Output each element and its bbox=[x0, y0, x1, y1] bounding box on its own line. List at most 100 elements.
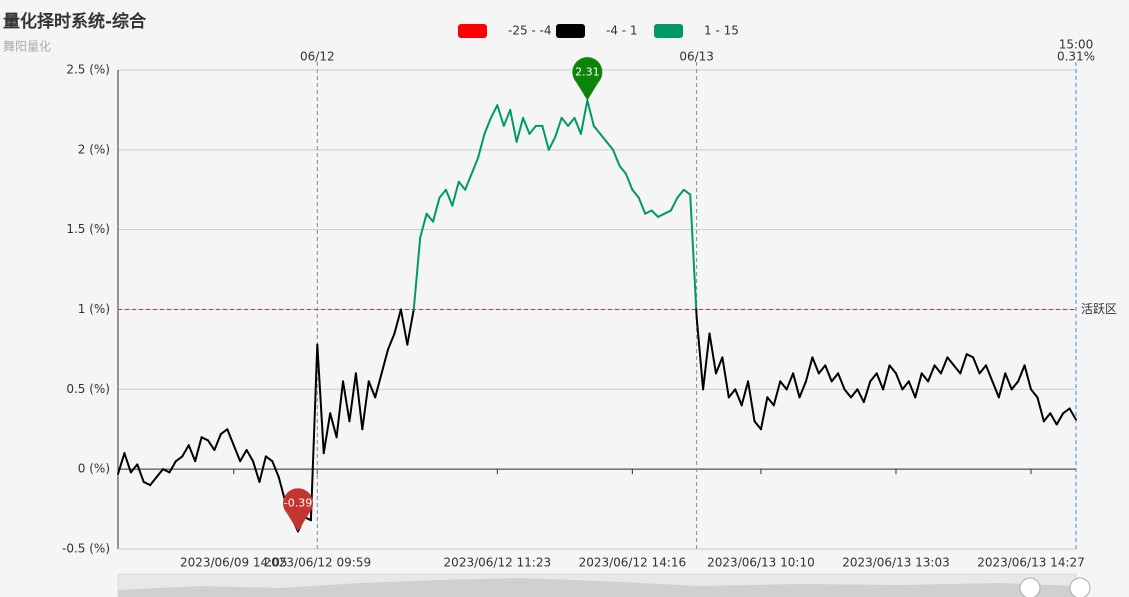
line-segment bbox=[888, 364, 897, 375]
marker-label: 15:00 bbox=[1059, 38, 1094, 52]
line-segment bbox=[226, 428, 235, 447]
mark-point bbox=[283, 488, 314, 532]
line-segment bbox=[612, 148, 621, 167]
line-segment bbox=[213, 433, 222, 452]
x-tick-label: 2023/06/09 14:05 bbox=[180, 556, 288, 570]
marker-label: 06/13 bbox=[679, 50, 714, 64]
line-segment bbox=[618, 164, 627, 175]
line-segment bbox=[457, 180, 467, 191]
line-segment bbox=[1042, 412, 1052, 423]
line-segment bbox=[419, 212, 428, 239]
line-segment bbox=[573, 116, 582, 135]
legend-swatch bbox=[556, 24, 585, 38]
line-segment bbox=[811, 356, 820, 375]
line-segment bbox=[843, 388, 852, 399]
line-segment bbox=[766, 396, 775, 407]
line-segment bbox=[348, 372, 357, 423]
line-segment bbox=[817, 364, 827, 375]
line-segment bbox=[657, 212, 666, 218]
line-segment bbox=[772, 380, 782, 407]
line-segment bbox=[444, 188, 454, 207]
line-segment bbox=[644, 209, 653, 215]
legend-label: -4 - 1 bbox=[606, 24, 638, 38]
line-segment bbox=[554, 116, 563, 139]
line-segment bbox=[181, 444, 190, 458]
line-segment bbox=[387, 332, 396, 351]
line-segment bbox=[1049, 412, 1058, 426]
zoom-handle[interactable] bbox=[1019, 577, 1041, 597]
line-segment bbox=[541, 124, 550, 151]
line-segment bbox=[907, 380, 917, 399]
line-segment bbox=[502, 108, 512, 127]
line-segment bbox=[399, 308, 409, 346]
line-segment bbox=[277, 476, 287, 503]
line-segment bbox=[792, 372, 801, 399]
line-segment bbox=[869, 372, 878, 383]
line-segment bbox=[168, 460, 177, 474]
line-segment bbox=[856, 388, 865, 404]
line-segment bbox=[1010, 380, 1020, 391]
marker-label: 06/12 bbox=[300, 50, 335, 64]
x-tick-label: 2023/06/12 11:23 bbox=[444, 556, 552, 570]
data-zoom[interactable] bbox=[117, 573, 1091, 597]
line-segment bbox=[1029, 388, 1039, 399]
line-segment bbox=[1023, 364, 1032, 391]
line-segment bbox=[322, 412, 332, 455]
line-segment bbox=[894, 372, 904, 391]
legend-label: 1 - 15 bbox=[704, 24, 739, 38]
x-tick-label: 2023/06/13 14:27 bbox=[977, 556, 1085, 570]
x-tick-label: 2023/06/12 09:59 bbox=[264, 556, 372, 570]
legend-label: -25 - -4 bbox=[508, 24, 552, 38]
line-segment bbox=[252, 460, 261, 483]
line-segment bbox=[489, 104, 499, 119]
line-segment bbox=[509, 108, 518, 143]
line-segment bbox=[515, 116, 525, 143]
line-segment bbox=[702, 332, 711, 391]
line-segment bbox=[689, 193, 698, 311]
mark-point bbox=[572, 57, 603, 101]
line-segment bbox=[676, 188, 685, 199]
line-segment bbox=[117, 452, 126, 475]
line-segment bbox=[824, 364, 833, 383]
line-segment bbox=[567, 116, 576, 127]
line-segment bbox=[258, 455, 267, 483]
line-segment bbox=[901, 380, 910, 391]
line-segment bbox=[1055, 412, 1065, 426]
line-segment bbox=[1004, 372, 1013, 391]
zoom-handle[interactable] bbox=[1069, 577, 1091, 597]
line-segment bbox=[708, 332, 717, 375]
y-tick-label: 2 (%) bbox=[78, 142, 110, 156]
line-segment bbox=[882, 364, 891, 391]
line-segment bbox=[432, 196, 441, 223]
line-segment bbox=[1062, 407, 1071, 415]
line-segment bbox=[187, 444, 197, 463]
line-segment bbox=[560, 116, 570, 127]
line-segment bbox=[624, 172, 634, 191]
line-segment bbox=[753, 420, 762, 431]
line-segment bbox=[740, 380, 750, 407]
line-segment bbox=[785, 372, 795, 391]
line-segment bbox=[592, 124, 602, 135]
chart-title: 量化择时系统-综合 bbox=[3, 11, 147, 32]
line-segment bbox=[875, 372, 885, 391]
line-segment bbox=[438, 188, 447, 199]
line-segment bbox=[470, 156, 480, 175]
line-segment bbox=[1036, 396, 1045, 423]
line-segment bbox=[354, 372, 364, 431]
line-segment bbox=[599, 132, 608, 143]
line-segment bbox=[412, 236, 422, 311]
marker-value-label: 0.31% bbox=[1057, 50, 1095, 64]
line-segment bbox=[939, 356, 949, 375]
line-segment bbox=[155, 468, 165, 479]
line-segment bbox=[669, 196, 679, 212]
line-segment bbox=[316, 343, 325, 455]
line-segment bbox=[264, 455, 274, 463]
y-tick-label: -0.5 (%) bbox=[62, 542, 110, 556]
line-segment bbox=[367, 380, 377, 399]
line-segment bbox=[245, 449, 255, 463]
x-tick-label: 2023/06/12 14:16 bbox=[579, 556, 687, 570]
line-segment bbox=[174, 455, 184, 463]
line-segment bbox=[232, 444, 242, 463]
line-segment bbox=[522, 116, 531, 135]
